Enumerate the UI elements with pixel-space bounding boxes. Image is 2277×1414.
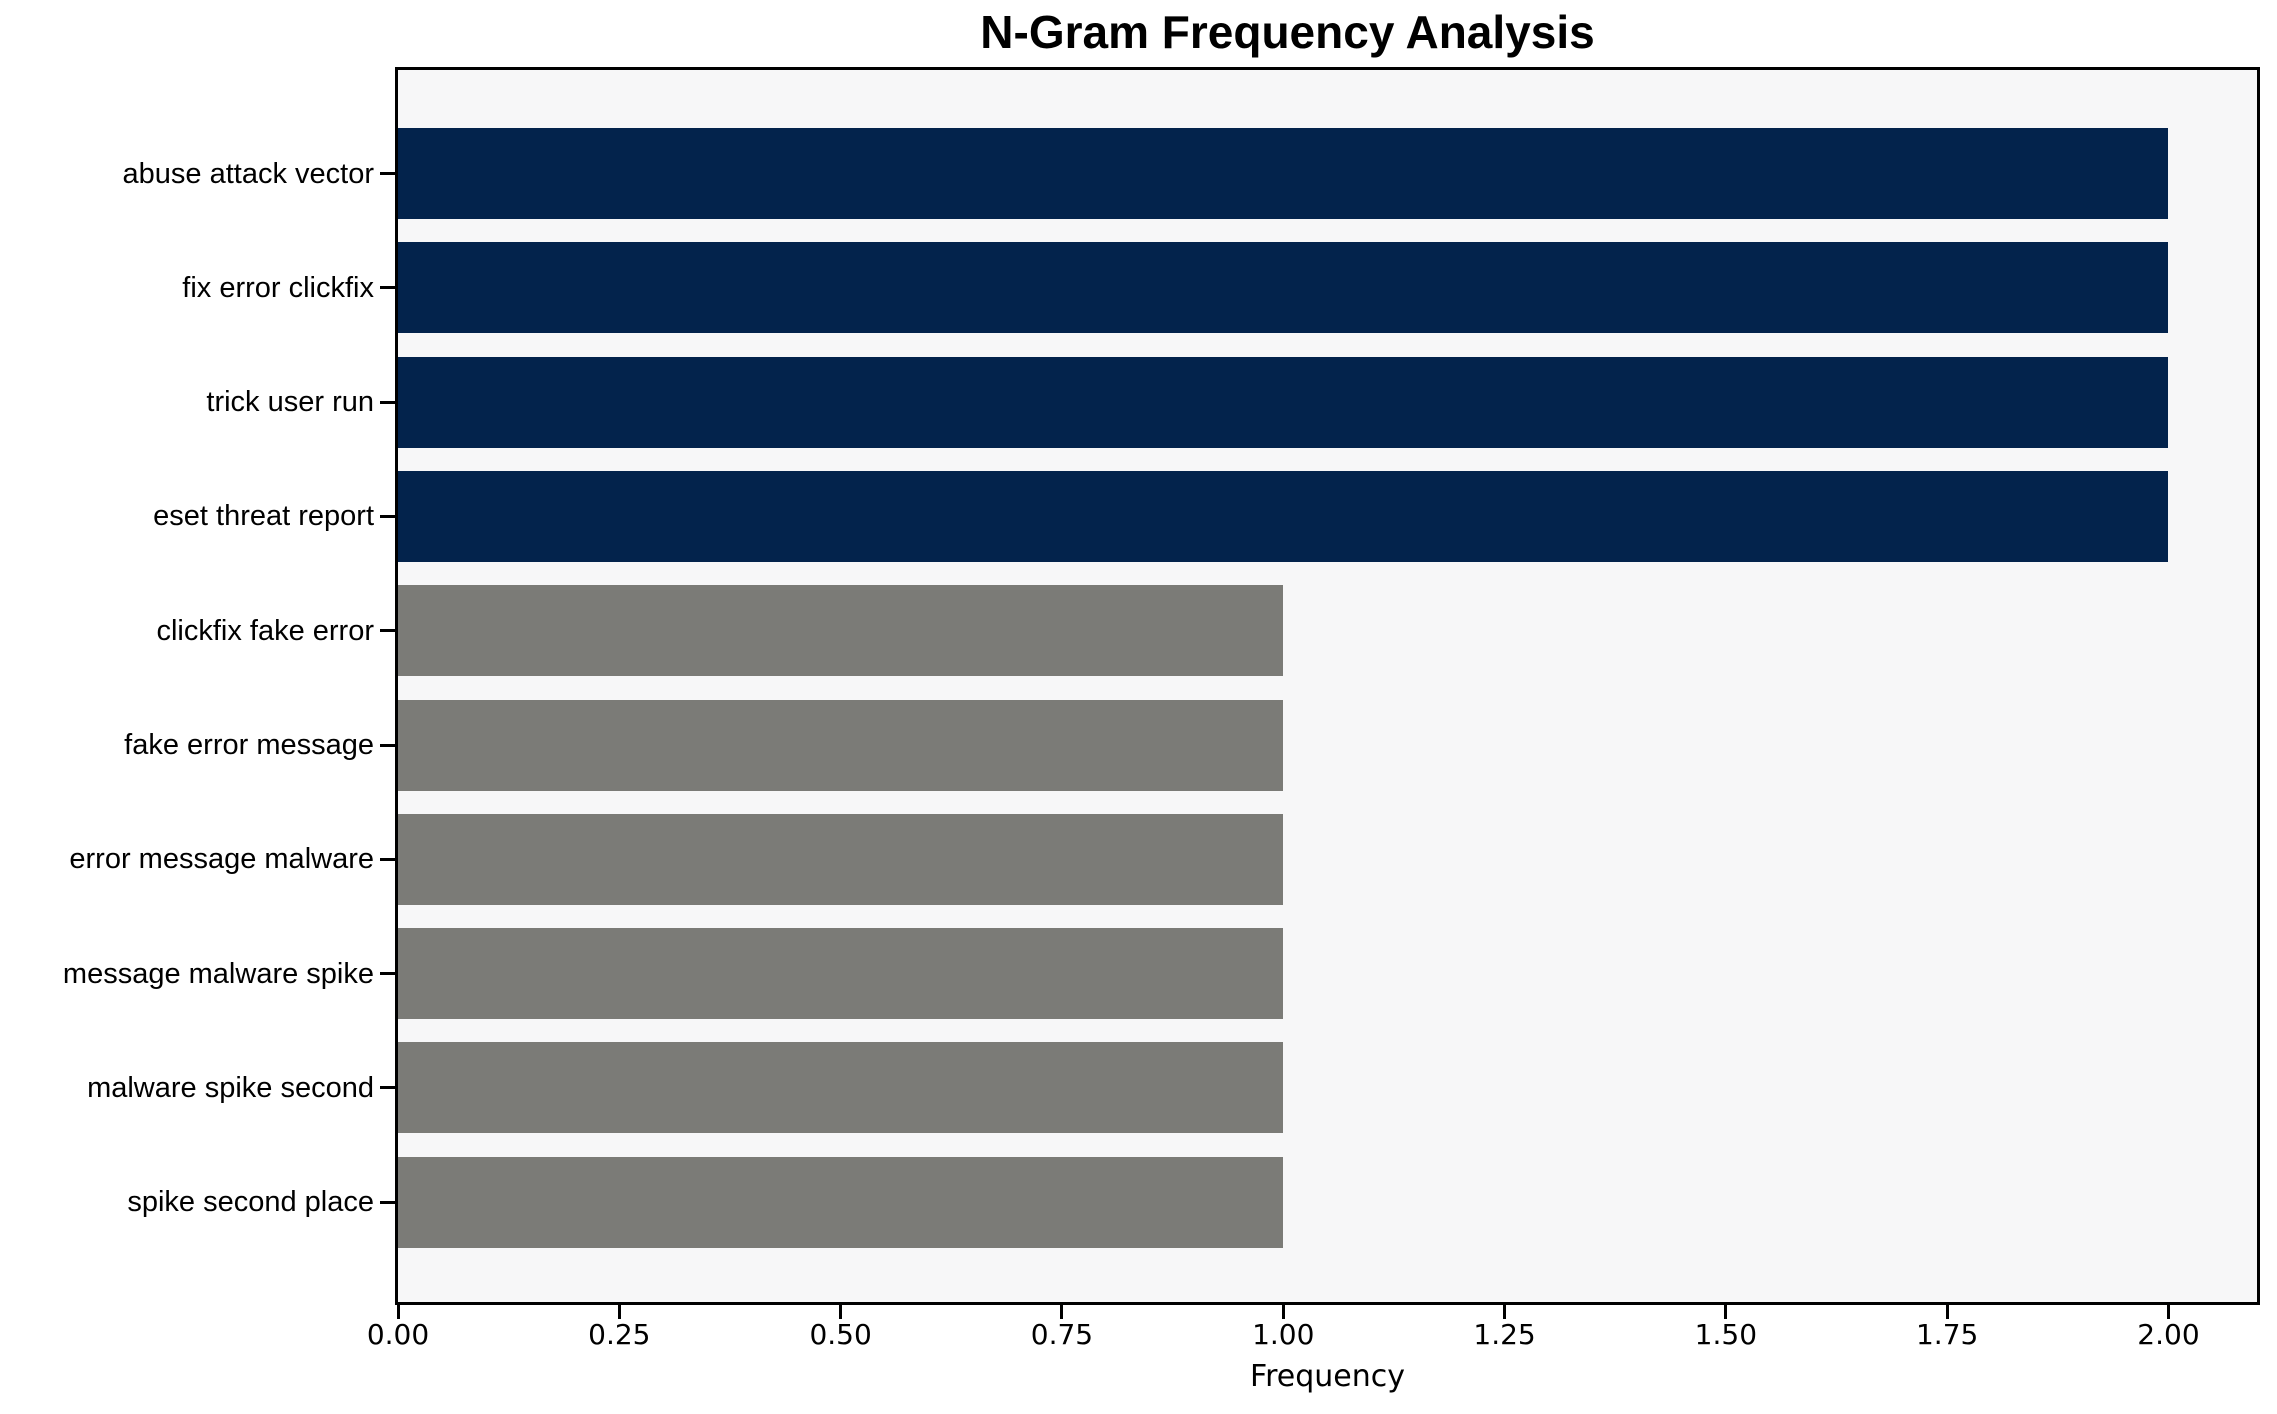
- y-tick-label: fix error clickfix: [182, 271, 374, 304]
- x-tick-mark: [1724, 1305, 1728, 1319]
- y-tick-label: malware spike second: [87, 1071, 374, 1104]
- bar: [398, 813, 1284, 905]
- bar: [398, 356, 2169, 448]
- x-tick-mark: [1503, 1305, 1507, 1319]
- bar: [398, 1042, 1284, 1134]
- x-tick-label: 0.50: [809, 1318, 872, 1351]
- x-axis-title: Frequency: [1250, 1359, 1405, 1394]
- y-tick-mark: [380, 857, 395, 861]
- x-tick-label: 1.50: [1694, 1318, 1758, 1351]
- y-tick-label: error message malware: [69, 843, 374, 876]
- y-tick-mark: [380, 1086, 395, 1090]
- x-tick-mark: [2166, 1305, 2170, 1319]
- y-tick-mark: [380, 972, 395, 976]
- y-tick-mark: [380, 514, 395, 518]
- chart-title: N-Gram Frequency Analysis: [980, 6, 1595, 58]
- y-tick-label: clickfix fake error: [156, 614, 374, 647]
- y-tick-mark: [380, 1200, 395, 1204]
- x-tick-mark: [839, 1305, 843, 1319]
- y-tick-label: abuse attack vector: [122, 157, 374, 190]
- y-tick-label: spike second place: [127, 1186, 374, 1219]
- x-tick-mark: [1945, 1305, 1949, 1319]
- y-tick-label: eset threat report: [153, 500, 374, 533]
- y-tick-mark: [380, 743, 395, 747]
- bar: [398, 128, 2169, 219]
- y-tick-mark: [380, 172, 395, 175]
- y-tick-mark: [380, 629, 395, 633]
- x-tick-label: 0.75: [1030, 1318, 1094, 1351]
- y-tick-label: trick user run: [206, 386, 374, 419]
- x-tick-label: 1.75: [1915, 1318, 1979, 1351]
- bar: [398, 585, 1284, 677]
- x-tick-mark: [617, 1305, 621, 1319]
- x-tick-label: 1.00: [1252, 1318, 1315, 1351]
- plot-area: [380, 67, 2260, 1319]
- x-tick-label: 0.00: [366, 1318, 430, 1351]
- bar: [398, 928, 1284, 1020]
- bar: [398, 470, 2169, 562]
- bar: [398, 1156, 1284, 1248]
- bar: [398, 699, 1284, 791]
- y-tick-mark: [380, 286, 395, 290]
- x-tick-label: 1.25: [1473, 1318, 1536, 1351]
- x-tick-mark: [396, 1305, 400, 1319]
- x-tick-mark: [1281, 1305, 1285, 1319]
- bar: [398, 242, 2169, 334]
- y-tick-mark: [380, 400, 395, 404]
- y-tick-label: message malware spike: [62, 957, 374, 990]
- x-tick-label: 0.25: [588, 1318, 651, 1351]
- x-tick-label: 2.00: [2137, 1318, 2200, 1351]
- y-tick-label: fake error message: [124, 729, 374, 761]
- x-tick-mark: [1060, 1305, 1064, 1319]
